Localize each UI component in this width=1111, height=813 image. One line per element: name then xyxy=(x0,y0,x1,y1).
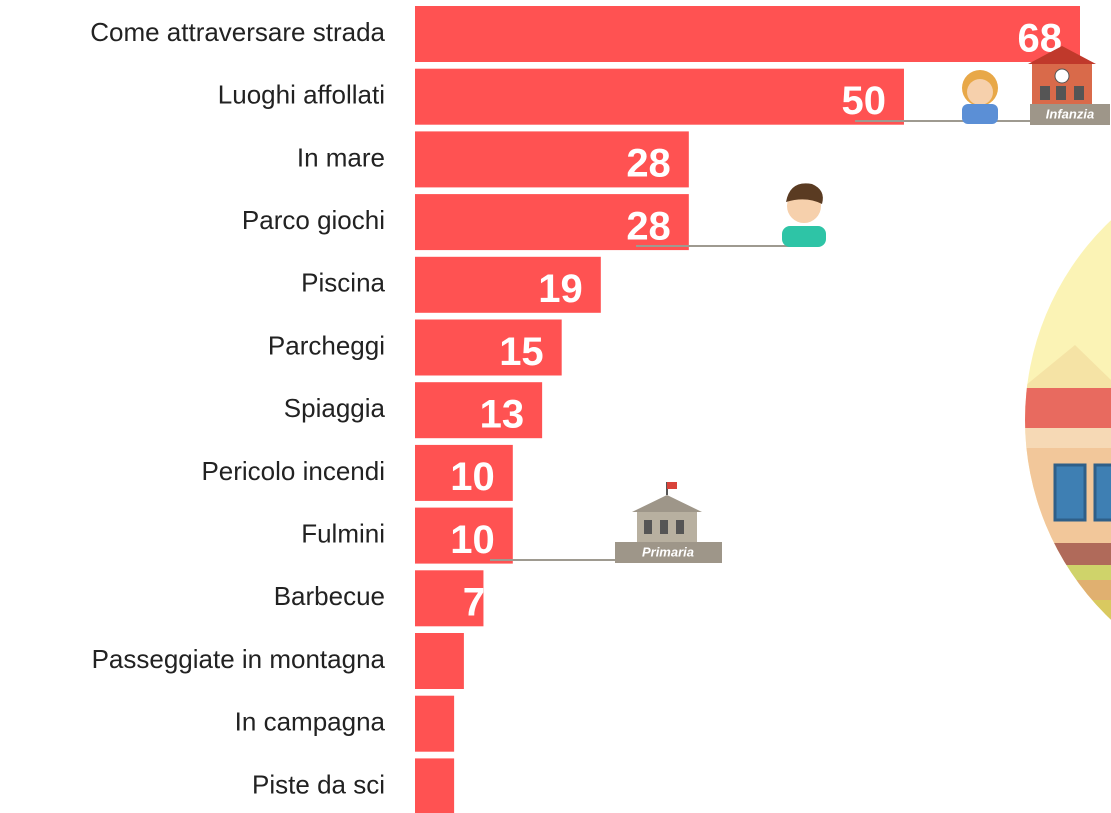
category-label: In mare xyxy=(297,142,385,172)
bar xyxy=(415,68,904,125)
value-label: 4 xyxy=(463,706,486,750)
value-label: 10 xyxy=(450,518,495,562)
value-label: 10 xyxy=(450,455,495,499)
bar xyxy=(415,194,689,251)
bar xyxy=(415,6,1080,62)
category-label: In campagna xyxy=(235,707,386,737)
category-label: Parco giochi xyxy=(242,205,385,235)
annotation: Infanzia xyxy=(1046,106,1094,121)
bar xyxy=(415,695,455,752)
bar xyxy=(415,131,689,188)
category-label: Fulmini xyxy=(301,518,385,548)
bar xyxy=(415,256,601,313)
value-label: 4 xyxy=(463,769,486,813)
boy-note xyxy=(636,183,826,247)
value-label: 13 xyxy=(480,392,525,436)
category-label: Passeggiate in montagna xyxy=(92,644,386,674)
value-label: 5 xyxy=(463,643,485,687)
category-label: Luoghi affollati xyxy=(218,80,385,110)
value-label: 28 xyxy=(626,204,671,248)
category-label: Barbecue xyxy=(274,581,385,611)
category-label: Parcheggi xyxy=(268,330,385,360)
infanzia-note: Infanzia xyxy=(855,46,1110,125)
category-label: Pericolo incendi xyxy=(201,456,385,486)
primaria-note: Primaria xyxy=(490,482,722,563)
decoration xyxy=(1025,220,1111,680)
category-label: Piscina xyxy=(301,268,385,298)
value-label: 50 xyxy=(841,79,886,123)
bar xyxy=(415,758,455,813)
annotation: Primaria xyxy=(642,544,694,559)
value-label: 15 xyxy=(499,330,544,374)
category-label: Come attraversare strada xyxy=(90,17,385,47)
bar xyxy=(415,444,513,501)
bar xyxy=(415,382,543,439)
bar xyxy=(415,507,513,564)
category-label: Spiaggia xyxy=(284,393,386,423)
value-label: 28 xyxy=(626,142,671,186)
bar xyxy=(415,633,464,689)
bar xyxy=(415,570,484,627)
category-label: Piste da sci xyxy=(252,769,385,799)
bar xyxy=(415,319,562,376)
value-label: 7 xyxy=(463,581,485,625)
value-label: 19 xyxy=(538,267,583,311)
